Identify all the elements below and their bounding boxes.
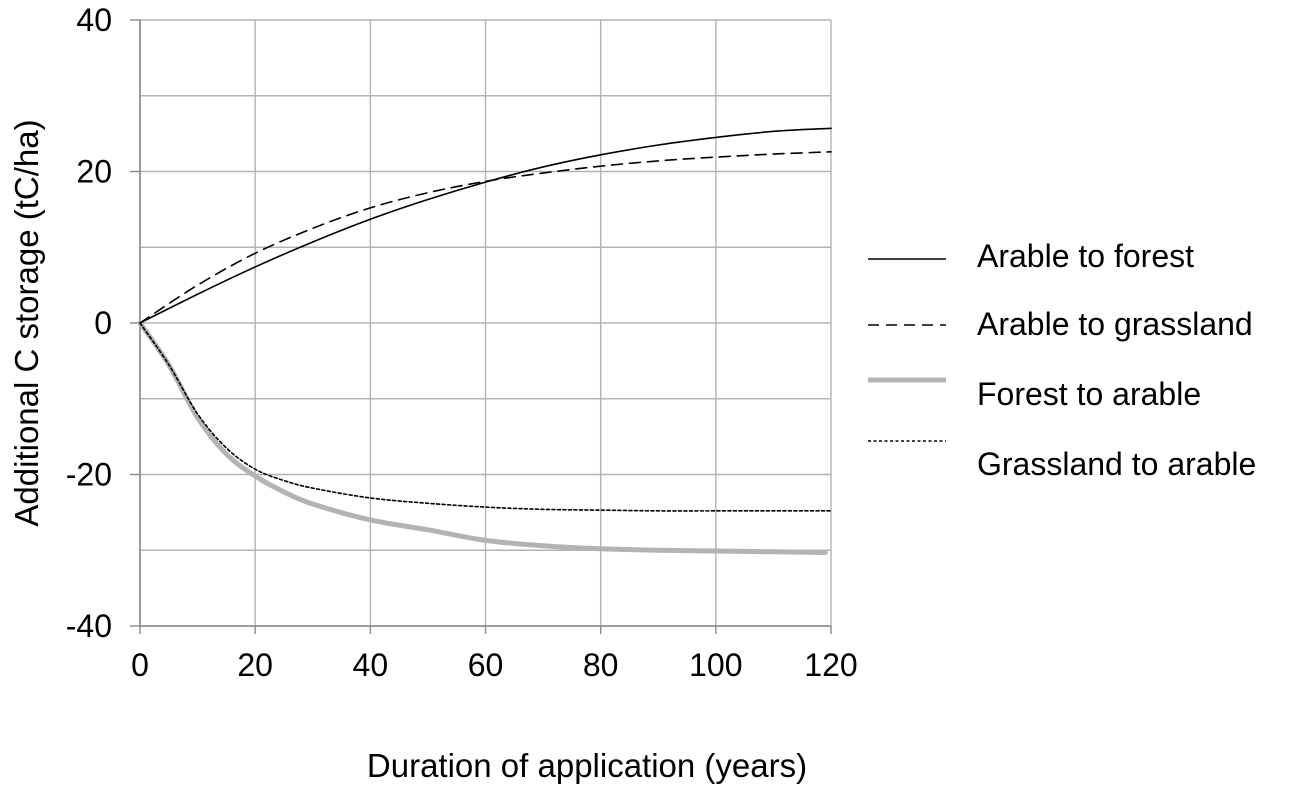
legend-label-grassland-to-arable: Grassland to arable [977,446,1256,482]
x-tick-label: 20 [237,647,273,683]
x-tick-label: 80 [583,647,619,683]
y-tick-label: 0 [94,305,112,341]
x-tick-label: 120 [804,647,857,683]
series-line-grassland-to-arable [139,322,832,512]
x-tick-label: 100 [689,647,742,683]
legend-label-forest-to-arable: Forest to arable [977,376,1201,412]
legend: Arable to forest Arable to grassland Fores… [868,238,1256,482]
y-axis-label: Additional C storage (tC/ha) [8,119,45,526]
series-line-arable-to-grassland [139,151,832,324]
y-tick-label: -40 [66,608,112,644]
series-line-arable-to-forest [139,127,832,324]
y-tick-label: 40 [76,2,112,38]
y-tick-label: -20 [66,457,112,493]
y-tick-labels: -40 -20 0 20 40 [66,2,112,644]
x-tick-label: 0 [131,647,149,683]
series-line-forest-to-arable [137,320,828,556]
series-lines [137,127,832,556]
y-tick-label: 20 [76,154,112,190]
x-tick-label: 60 [468,647,504,683]
x-tick-labels: 0 20 40 60 80 100 120 [131,647,858,683]
grid [139,19,832,627]
x-tick-label: 40 [353,647,389,683]
legend-label-arable-to-grassland: Arable to grassland [977,306,1253,342]
x-axis-label: Duration of application (years) [367,747,807,784]
legend-label-arable-to-forest: Arable to forest [977,238,1194,274]
